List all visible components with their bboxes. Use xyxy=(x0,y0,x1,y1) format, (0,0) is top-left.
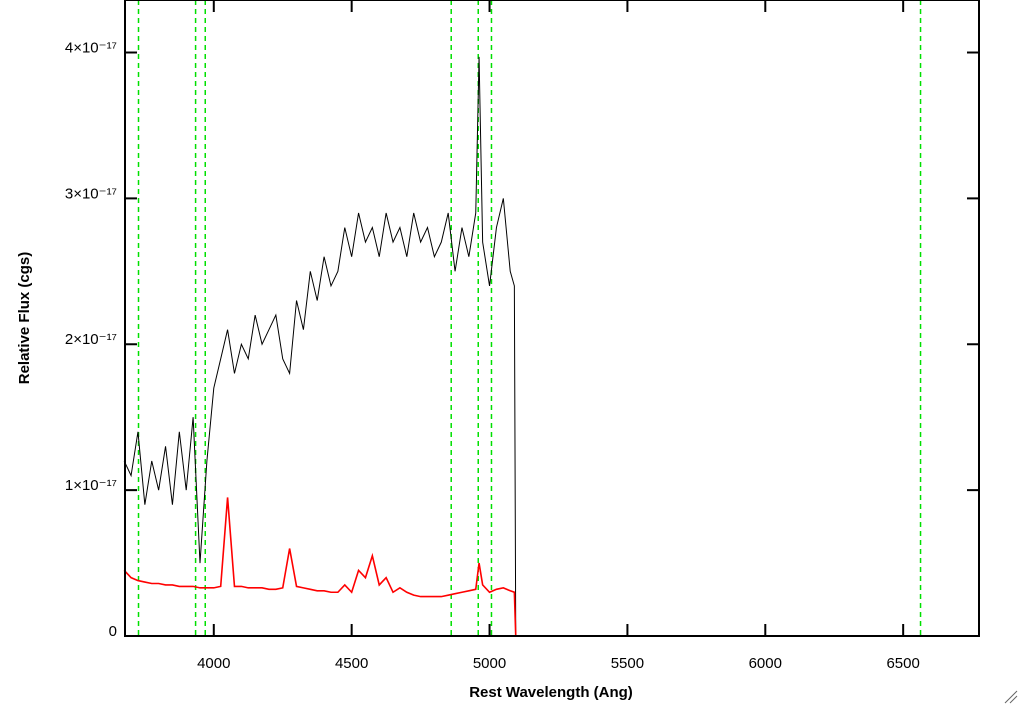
x-axis-label: Rest Wavelength (Ang) xyxy=(469,684,633,701)
spectrum-line xyxy=(123,497,979,637)
y-axis-label: Relative Flux (cgs) xyxy=(16,252,33,385)
y-tick-label: 4×10⁻¹⁷ xyxy=(65,39,117,56)
spectrum-line xyxy=(123,56,979,637)
x-tick-label: 5000 xyxy=(473,655,506,672)
x-tick-label: 5500 xyxy=(611,655,644,672)
plot-frame xyxy=(124,0,980,637)
y-tick-label: 1×10⁻¹⁷ xyxy=(65,477,117,494)
x-tick-label: 6000 xyxy=(749,655,782,672)
y-tick-label: 0 xyxy=(109,623,117,640)
x-tick-label: 4000 xyxy=(197,655,230,672)
resize-grip xyxy=(1004,690,1018,704)
y-tick-label: 2×10⁻¹⁷ xyxy=(65,331,117,348)
x-tick-label: 6500 xyxy=(886,655,919,672)
x-tick-label: 4500 xyxy=(335,655,368,672)
y-tick-label: 3×10⁻¹⁷ xyxy=(65,185,117,202)
